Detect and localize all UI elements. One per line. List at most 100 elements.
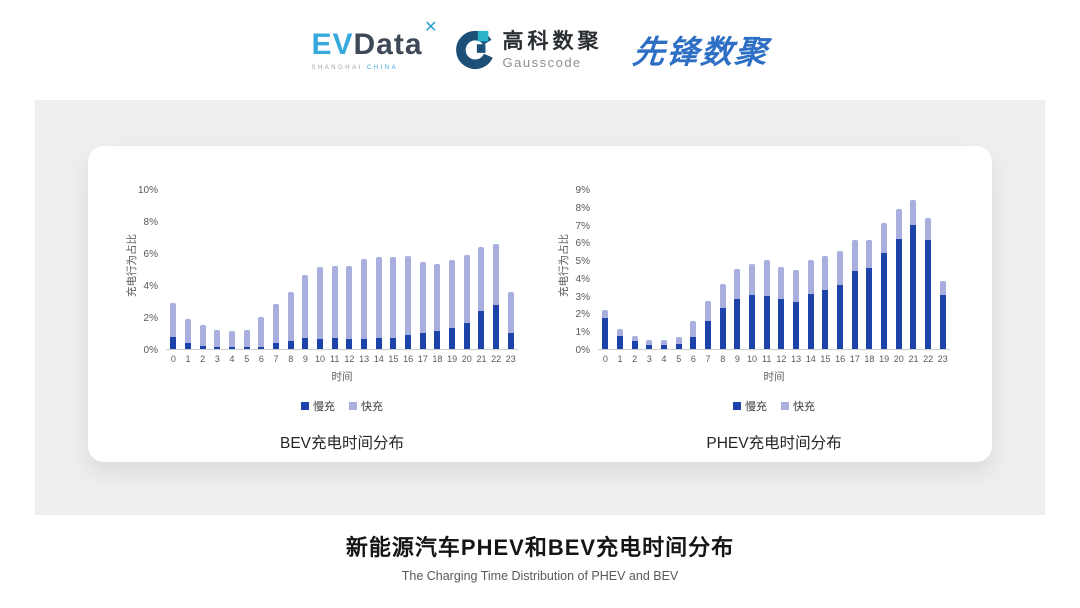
evdata-star-icon: ✕ [424, 18, 439, 36]
bar-column [642, 190, 657, 349]
stacked-bar [185, 318, 191, 349]
x-tick: 1 [185, 354, 191, 364]
bar-column [862, 190, 877, 349]
bar-column [239, 190, 254, 349]
bar-segment-fast [170, 302, 177, 337]
evdata-shanghai-text: SHANGHAI [311, 64, 363, 71]
x-tick: 16 [403, 354, 414, 364]
phev-chart: 充电行为占比 0% 1% 2% 3% 4% 5% 6% 7% 8% 9% 0 1 2 3 4 5 6 7 8 9 10… [548, 184, 950, 453]
bar-segment-fast [317, 266, 324, 339]
bar-segment-fast [331, 265, 338, 338]
x-tick: 17 [417, 354, 428, 364]
bar-segment-slow [346, 339, 353, 349]
bar-segment-slow [690, 336, 697, 349]
bar-segment-fast [675, 337, 682, 344]
bar-segment-fast [866, 239, 873, 269]
stacked-bar [925, 218, 932, 349]
bar-segment-slow [434, 331, 441, 349]
x-tick: 0 [602, 354, 608, 364]
bar-column [627, 190, 642, 349]
x-tick: 0 [170, 354, 176, 364]
bar-column [298, 190, 313, 349]
chart-panel: 充电行为占比 0% 2% 4% 6% 8% 10% 0 1 2 3 4 5 6 7 8 9 10 11 12 13 1… [35, 100, 1045, 515]
x-tick: 4 [229, 354, 235, 364]
bar-column [415, 190, 430, 349]
x-tick: 12 [776, 354, 787, 364]
stacked-bar [705, 301, 712, 349]
stacked-bar [675, 337, 682, 349]
stacked-bar [390, 257, 397, 349]
x-tick: 13 [359, 354, 370, 364]
bar-segment-slow [507, 333, 514, 349]
stacked-bar [763, 260, 770, 349]
bar-segment-fast [449, 260, 456, 329]
bar-column [503, 190, 518, 349]
stacked-bar [690, 320, 697, 349]
x-tick: 21 [476, 354, 487, 364]
y-tick: 5% [575, 256, 590, 268]
legend: 慢充 快充 [166, 398, 518, 414]
x-tick: 22 [923, 354, 934, 364]
bar-segment-slow [675, 343, 682, 349]
stacked-bar [214, 329, 221, 349]
x-tick: 19 [879, 354, 890, 364]
bar-segment-slow [646, 344, 653, 349]
bar-column [313, 190, 328, 349]
bar-segment-slow [749, 294, 756, 349]
bar-segment-fast [390, 257, 397, 338]
stacked-bar [317, 266, 324, 349]
evdata-wordmark: EVData ✕ [311, 19, 437, 60]
bar-segment-slow [258, 346, 265, 349]
bar-segment-slow [170, 337, 177, 349]
y-tick: 2% [143, 313, 158, 324]
x-tick: 23 [505, 354, 516, 364]
bar-column [181, 190, 196, 349]
x-tick: 7 [705, 354, 711, 364]
evdata-logo: EVData ✕ SHANGHAI CHINA [311, 19, 437, 71]
gausscode-text-block: 高科数聚 Gausscode [503, 30, 603, 69]
x-tick: 3 [214, 354, 220, 364]
bar-segment-slow [229, 347, 236, 349]
x-tick: 5 [676, 354, 682, 364]
bar-segment-slow [185, 343, 191, 349]
bar-segment-fast [602, 309, 609, 318]
stacked-bar [287, 292, 294, 349]
bar-segment-fast [661, 340, 668, 345]
header-logos: EVData ✕ SHANGHAI CHINA 高科数聚 Gausscode 先锋… [0, 0, 1080, 100]
gausscode-cn-text: 高科数聚 [502, 30, 603, 54]
bar-segment-fast [895, 208, 902, 239]
stacked-bar [778, 267, 785, 349]
bar-column [342, 190, 357, 349]
x-tick: 19 [447, 354, 458, 364]
bar-column [657, 190, 672, 349]
bar-column [474, 190, 489, 349]
stacked-bar [866, 239, 873, 349]
y-tick: 6% [143, 249, 158, 260]
bar-column [210, 190, 225, 349]
bar-column [445, 190, 460, 349]
x-tick: 18 [432, 354, 443, 364]
x-tick: 22 [491, 354, 502, 364]
bar-segment-slow [361, 339, 368, 349]
y-tick: 8% [143, 217, 158, 228]
bar-column [759, 190, 774, 349]
bar-column [818, 190, 833, 349]
stacked-bar [617, 328, 623, 349]
stacked-bar [822, 255, 829, 349]
bar-segment-slow [866, 268, 873, 349]
bev-chart: 充电行为占比 0% 2% 4% 6% 8% 10% 0 1 2 3 4 5 6 7 8 9 10 11 12 13 1… [116, 184, 518, 453]
bar-column [715, 190, 730, 349]
bar-column [371, 190, 386, 349]
stacked-bar [346, 265, 353, 349]
x-axis-ticks: 0 1 2 3 4 5 6 7 8 9 10 11 12 13 14 15 16 17 18 19 20 21 22 23 [598, 354, 950, 364]
bar-segment-fast [478, 247, 485, 311]
bar-column [357, 190, 372, 349]
bar-column [459, 190, 474, 349]
stacked-bar [449, 260, 456, 349]
stacked-bar [719, 284, 726, 349]
bar-segment-slow [478, 310, 485, 349]
bar-segment-fast [910, 199, 917, 225]
bar-segment-slow [199, 345, 206, 349]
bar-column [686, 190, 701, 349]
bar-segment-fast [763, 260, 770, 296]
